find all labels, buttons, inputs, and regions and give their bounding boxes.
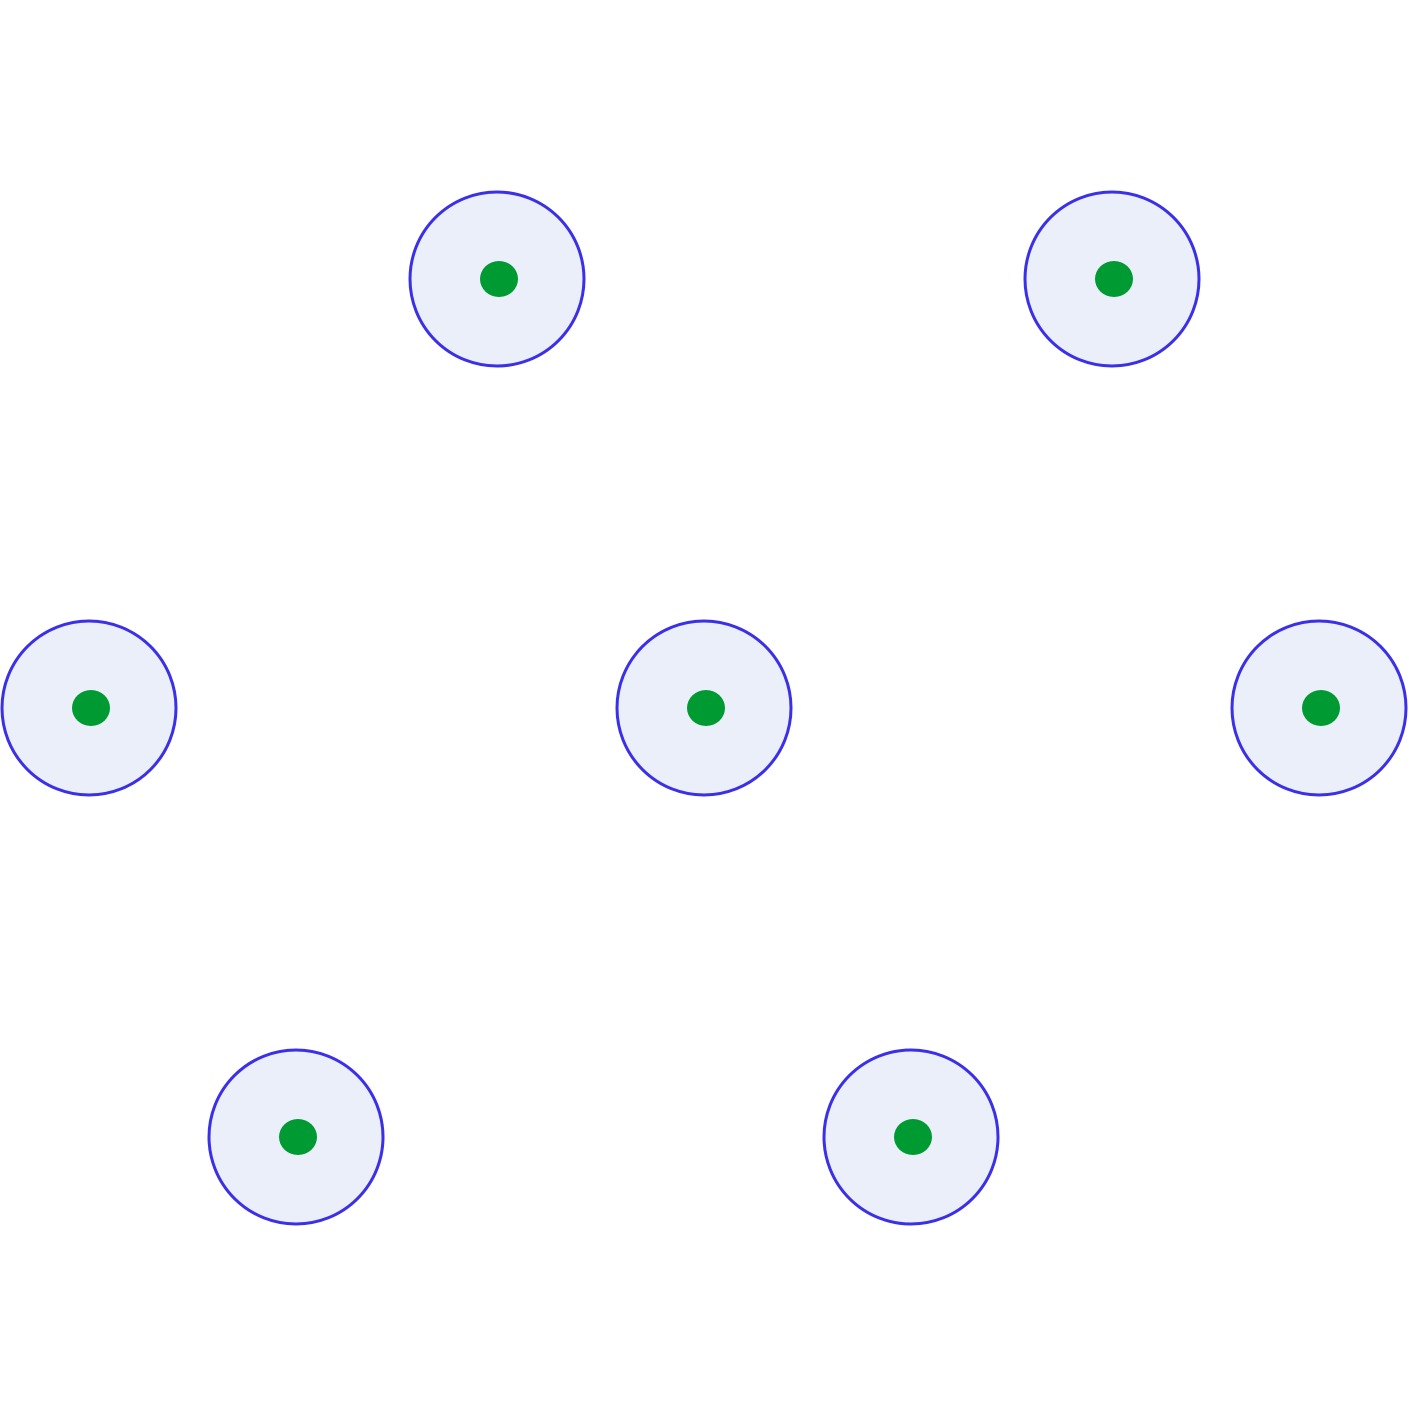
node-3 (0, 619, 178, 797)
node-center-dot (480, 261, 518, 297)
node-center-dot (1095, 261, 1133, 297)
node-1 (408, 190, 586, 368)
node-2 (1023, 190, 1201, 368)
node-center-dot (1302, 690, 1340, 726)
node-4 (615, 619, 793, 797)
node-center-dot (894, 1119, 932, 1155)
node-center-dot (687, 690, 725, 726)
node-5 (1230, 619, 1408, 797)
node-center-dot (279, 1119, 317, 1155)
node-6 (207, 1048, 385, 1226)
node-center-dot (72, 690, 110, 726)
node-7 (822, 1048, 1000, 1226)
